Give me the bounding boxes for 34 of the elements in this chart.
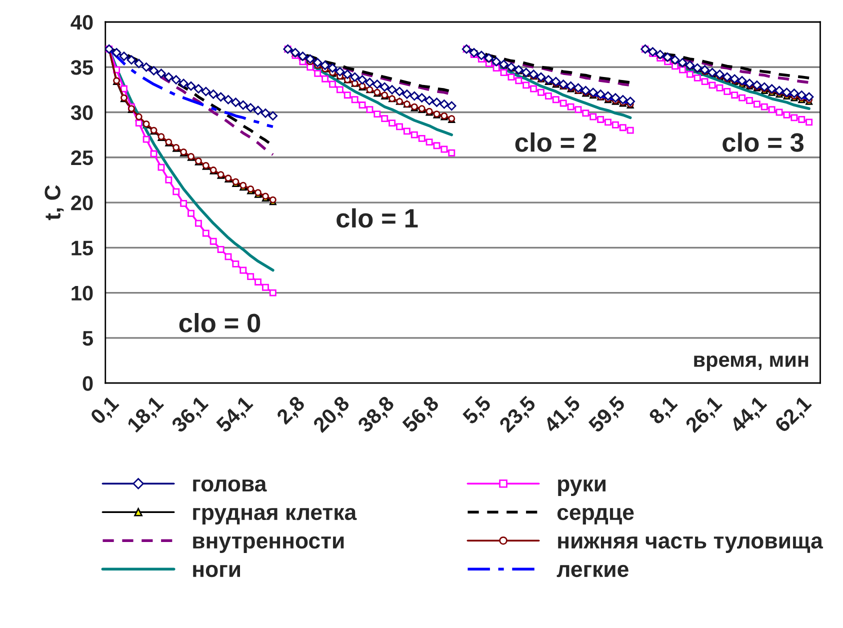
legend-label: грудная клетка (193, 508, 357, 525)
annotation: clo = 0 (179, 313, 260, 332)
x-tick-label: 36,1 (170, 394, 212, 436)
legend-label: руки (558, 479, 606, 496)
x-tick-label: 44,1 (729, 395, 770, 436)
y-tick-label: 10 (72, 286, 93, 301)
y-tick-label: 0 (82, 376, 93, 391)
x-tick-label: 5,5 (462, 395, 494, 428)
annotation: clo = 3 (722, 132, 804, 152)
x-tick-label: 2,8 (276, 395, 308, 428)
annotation: время, мин (694, 356, 808, 372)
y-tick-label: 30 (70, 105, 93, 120)
y-tick-label: 15 (72, 240, 93, 256)
legend-label: легкие (556, 564, 628, 578)
y-axis-title: t, C (44, 185, 64, 220)
x-tick-label: 62,1 (774, 394, 814, 436)
legend-label: нижняя часть туловища (558, 536, 824, 553)
annotation: clo = 1 (336, 208, 418, 228)
legend-label: сердце (557, 508, 634, 525)
legend-label: внутренности (193, 536, 344, 553)
x-tick-label: 56,8 (401, 395, 442, 436)
x-tick-label: 38,8 (356, 395, 398, 436)
legend-label: ноги (193, 564, 240, 578)
x-tick-label: 0,1 (90, 394, 122, 428)
y-tick-label: 25 (71, 150, 93, 166)
annotation: clo = 2 (515, 132, 596, 152)
x-tick-label: 8,1 (648, 394, 680, 428)
y-tick-label: 40 (70, 14, 93, 30)
y-tick-label: 35 (70, 60, 93, 75)
y-tick-label: 5 (82, 331, 93, 346)
y-tick-label: 20 (71, 196, 93, 210)
legend-label: голова (193, 479, 267, 492)
x-tick-label: 54,1 (215, 395, 256, 436)
x-tick-label: 18,1 (126, 394, 166, 435)
